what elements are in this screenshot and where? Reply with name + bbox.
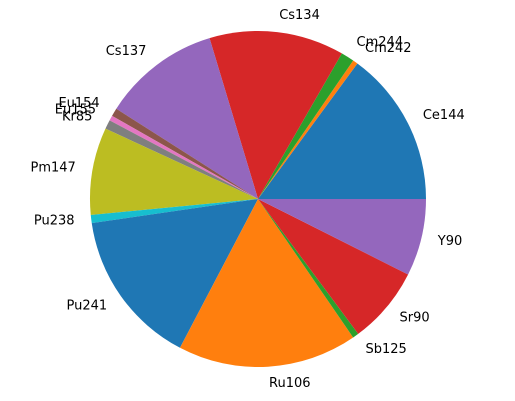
pie-label-eu154: Eu154 bbox=[58, 96, 99, 111]
pie-label-cm244: Cm244 bbox=[357, 35, 404, 50]
pie-slice-pm147 bbox=[90, 128, 259, 215]
pie-label-pm147: Pm147 bbox=[30, 160, 75, 175]
pie-label-sb125: Sb125 bbox=[365, 342, 406, 357]
pie-label-ru106: Ru106 bbox=[269, 376, 311, 391]
pie-label-y90: Y90 bbox=[437, 234, 462, 249]
pie-slice-cm244 bbox=[258, 53, 354, 199]
pie-slice-pu238 bbox=[90, 199, 258, 224]
pie-slice-eu154 bbox=[112, 108, 258, 199]
pie-label-pu241: Pu241 bbox=[66, 298, 107, 313]
pie-slice-cs134 bbox=[209, 31, 342, 200]
pie-slice-y90 bbox=[258, 199, 426, 275]
pie-slice-ru106 bbox=[180, 199, 354, 367]
pie-slice-eu155 bbox=[109, 115, 258, 199]
pie-slice-ce144 bbox=[258, 63, 426, 199]
pie-label-kr85: Kr85 bbox=[62, 110, 92, 125]
pie-slice-cs137 bbox=[116, 38, 258, 200]
pie-label-cm242: Cm242 bbox=[365, 41, 412, 56]
pie-slice-cm242 bbox=[258, 60, 358, 200]
pie-label-ce144: Ce144 bbox=[423, 108, 465, 123]
pie-slice-kr85 bbox=[105, 120, 258, 199]
pie-label-cs137: Cs137 bbox=[106, 44, 147, 59]
pie-label-cs134: Cs134 bbox=[279, 8, 320, 23]
pie-slice-pu241 bbox=[91, 199, 259, 348]
pie-slice-sr90 bbox=[258, 199, 409, 334]
pie-label-pu238: Pu238 bbox=[34, 214, 75, 229]
pie-label-sr90: Sr90 bbox=[399, 310, 429, 325]
pie-label-eu155: Eu155 bbox=[55, 102, 96, 117]
pie-slices bbox=[90, 31, 426, 367]
pie-slice-sb125 bbox=[258, 199, 359, 338]
